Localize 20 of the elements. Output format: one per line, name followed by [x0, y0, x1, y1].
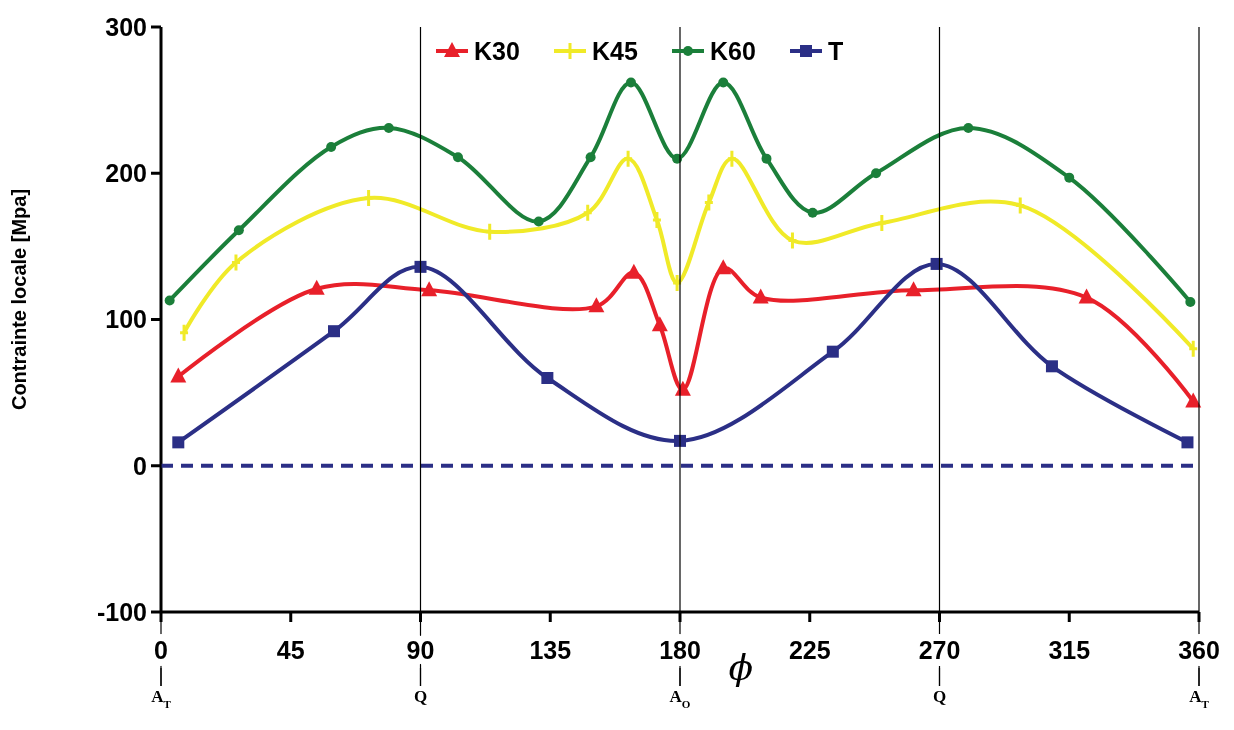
- y-tick-label: 0: [133, 451, 147, 480]
- x-tick-label: 225: [788, 636, 831, 664]
- legend-label: K60: [710, 36, 756, 65]
- y-axis-title: Contrainte locale [Mpa]: [8, 188, 30, 411]
- ref-line-label: A$_{O}$: [669, 687, 691, 710]
- y-tick-label: 100: [105, 305, 147, 334]
- ref-line-label: Q: [413, 687, 428, 706]
- x-tick-label: 45: [276, 636, 305, 664]
- y-tick-label: 200: [105, 159, 147, 187]
- legend-label: T: [828, 36, 844, 65]
- y-tick-label: 300: [105, 12, 147, 41]
- legend-label: K45: [592, 36, 638, 65]
- x-tick-label: 315: [1048, 636, 1091, 664]
- ref-line-label: Q: [932, 687, 947, 706]
- legend-label: K30: [474, 36, 520, 65]
- ref-line-label: A$_{T}$: [151, 687, 172, 710]
- x-axis-title: ϕ: [728, 647, 754, 688]
- ref-line-label: A$_{T}$: [1189, 687, 1210, 710]
- x-tick-label: 135: [529, 636, 572, 664]
- y-tick-label: -100: [96, 597, 147, 626]
